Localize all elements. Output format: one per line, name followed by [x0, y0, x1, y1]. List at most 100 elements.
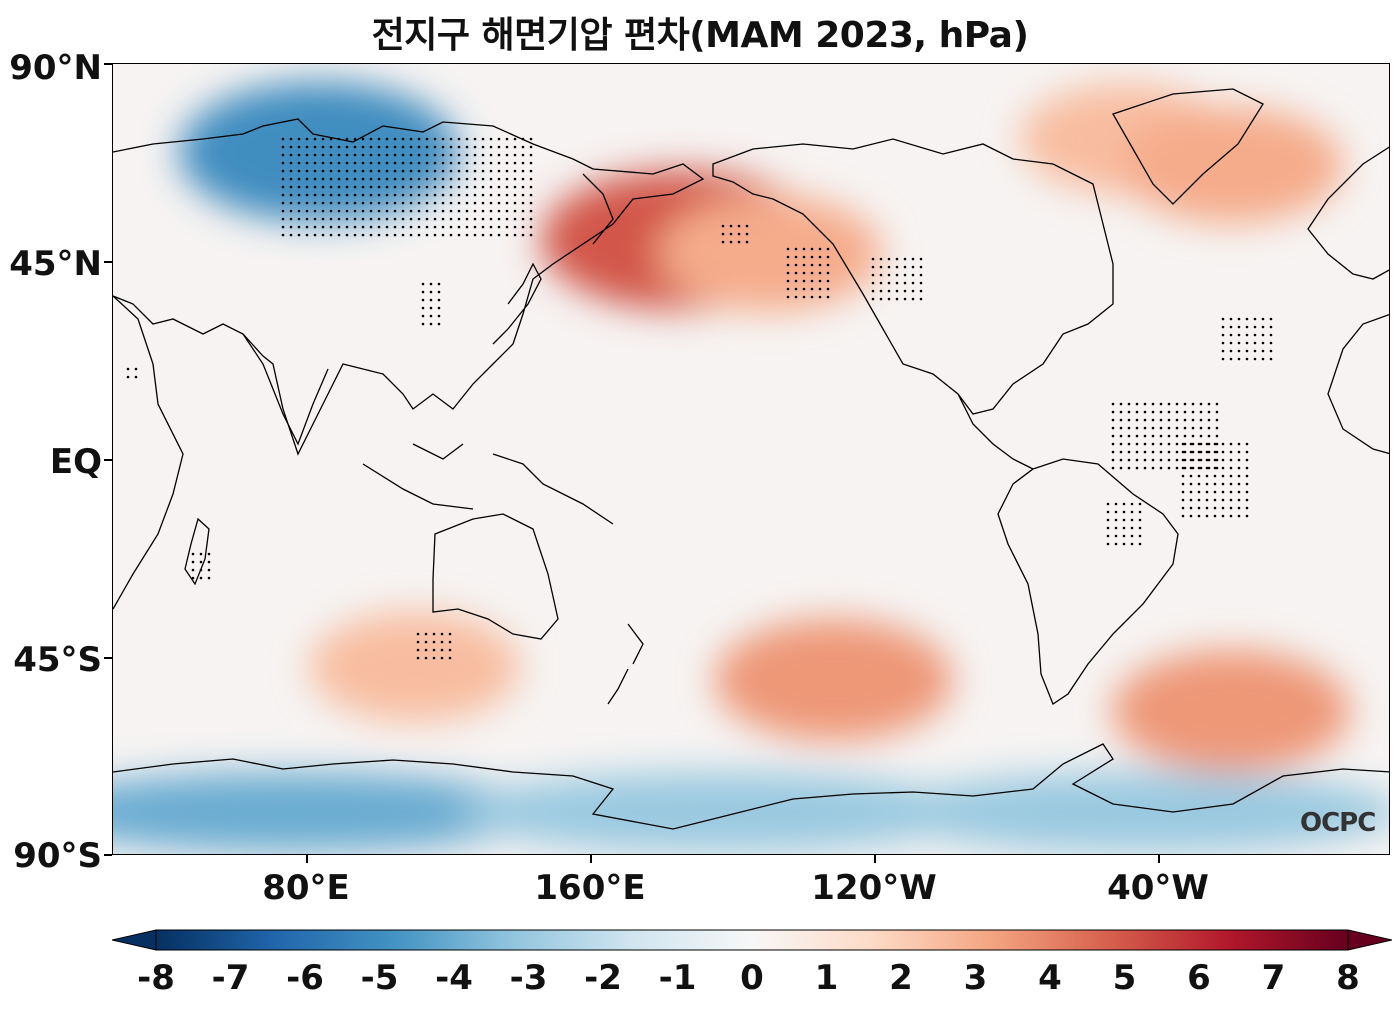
- stipple-dot: [497, 161, 501, 165]
- stipple-dot: [401, 177, 405, 181]
- stipple-dot: [481, 145, 485, 149]
- stipple-dot: [281, 233, 285, 237]
- stipple-dot: [505, 233, 509, 237]
- stipple-dot: [1138, 542, 1142, 546]
- stipple-dot: [1122, 502, 1126, 506]
- stipple-dot: [191, 560, 195, 564]
- colorbar-tick-label: 0: [740, 958, 764, 998]
- stipple-dot: [1229, 333, 1233, 337]
- stipple-dot: [465, 153, 469, 157]
- coastline-south-america: [997, 458, 1179, 705]
- stipple-dot: [457, 233, 461, 237]
- colorbar-tick-label: 4: [1038, 958, 1062, 998]
- stipple-dot: [794, 263, 798, 267]
- stipple-dot: [337, 193, 341, 197]
- stipple-dot: [1119, 434, 1123, 438]
- stipple-dot: [521, 201, 525, 205]
- stipple-dot: [521, 193, 525, 197]
- stipple-dot: [289, 233, 293, 237]
- stipple-dot: [1237, 482, 1241, 486]
- stipple-dot: [313, 161, 317, 165]
- colorbar-tick-label: 6: [1187, 958, 1211, 998]
- stipple-dot: [1215, 458, 1219, 462]
- stipple-dot: [417, 185, 421, 189]
- stipple-dot: [818, 255, 822, 259]
- stipple-dot: [409, 193, 413, 197]
- stipple-dot: [448, 648, 452, 652]
- stipple-dot: [281, 185, 285, 189]
- stipple-dot: [1245, 466, 1249, 470]
- stipple-dot: [329, 225, 333, 229]
- stipple-dot: [1127, 426, 1131, 430]
- stipple-dot: [1181, 474, 1185, 478]
- stipple-dot: [1111, 426, 1115, 430]
- stipple-dot: [369, 193, 373, 197]
- stipple-dot: [417, 153, 421, 157]
- stipple-dot: [1245, 341, 1249, 345]
- lon-label-160e: 160°E: [534, 868, 646, 908]
- stipple-dot: [786, 279, 790, 283]
- stipple-dot: [513, 137, 517, 141]
- stipple-dot: [1237, 325, 1241, 329]
- stipple-dot: [321, 185, 325, 189]
- stipple-dot: [305, 233, 309, 237]
- stipple-dot: [1199, 458, 1203, 462]
- stipple-dot: [345, 193, 349, 197]
- colorbar-tick-label: 1: [814, 958, 839, 998]
- stipple-dot: [481, 201, 485, 205]
- ocpc-watermark: OCPC: [1300, 808, 1376, 838]
- stipple-dot: [1181, 466, 1185, 470]
- stipple-dot: [441, 225, 445, 229]
- stipple-dot: [345, 209, 349, 213]
- stipple-dot: [1229, 482, 1233, 486]
- stipple-dot: [1143, 434, 1147, 438]
- stipple-dot: [887, 281, 891, 285]
- stipple-dot: [1106, 518, 1110, 522]
- stipple-dot: [433, 137, 437, 141]
- stipple-dot: [289, 217, 293, 221]
- stipple-dot: [1245, 357, 1249, 361]
- stipple-dot: [441, 137, 445, 141]
- stipple-dot: [361, 137, 365, 141]
- stipple-dot: [417, 137, 421, 141]
- stipple-dot: [417, 145, 421, 149]
- stipple-dot: [919, 273, 923, 277]
- stipple-dot: [1221, 498, 1225, 502]
- stipple-dot: [1189, 458, 1193, 462]
- stipple-dot: [1130, 502, 1134, 506]
- stipple-dot: [424, 632, 428, 636]
- stipple-dot: [1106, 502, 1110, 506]
- stipple-dot: [449, 185, 453, 189]
- stipple-dot: [361, 153, 365, 157]
- stipple-dot: [1207, 458, 1211, 462]
- stipple-dot: [126, 375, 130, 379]
- lat-tick: [104, 63, 112, 65]
- stipple-dot: [297, 145, 301, 149]
- stipple-dot: [457, 193, 461, 197]
- stipple-dot: [1106, 542, 1110, 546]
- stipple-dot: [1175, 466, 1179, 470]
- stipple-dot: [281, 169, 285, 173]
- stipple-dot: [1191, 410, 1195, 414]
- stipple-dot: [521, 209, 525, 213]
- stipple-dot: [1269, 317, 1273, 321]
- stipple-dot: [345, 161, 349, 165]
- stipple-dot: [1199, 402, 1203, 406]
- stipple-dot: [810, 287, 814, 291]
- stipple-dot: [337, 177, 341, 181]
- stipple-dot: [281, 225, 285, 229]
- stipple-dot: [1199, 410, 1203, 414]
- stipple-dot: [911, 289, 915, 293]
- stipple-dot: [1143, 466, 1147, 470]
- stipple-dot: [521, 137, 525, 141]
- stipple-dot: [305, 225, 309, 229]
- stipple-dot: [505, 193, 509, 197]
- map-canvas[interactable]: [113, 64, 1390, 855]
- stipple-dot: [1159, 450, 1163, 454]
- stipple-dot: [433, 225, 437, 229]
- stipple-dot: [377, 153, 381, 157]
- map-panel[interactable]: [112, 63, 1390, 855]
- stipple-dot: [1191, 450, 1195, 454]
- stipple-dot: [329, 177, 333, 181]
- lat-label-45s: 45°S: [13, 640, 102, 680]
